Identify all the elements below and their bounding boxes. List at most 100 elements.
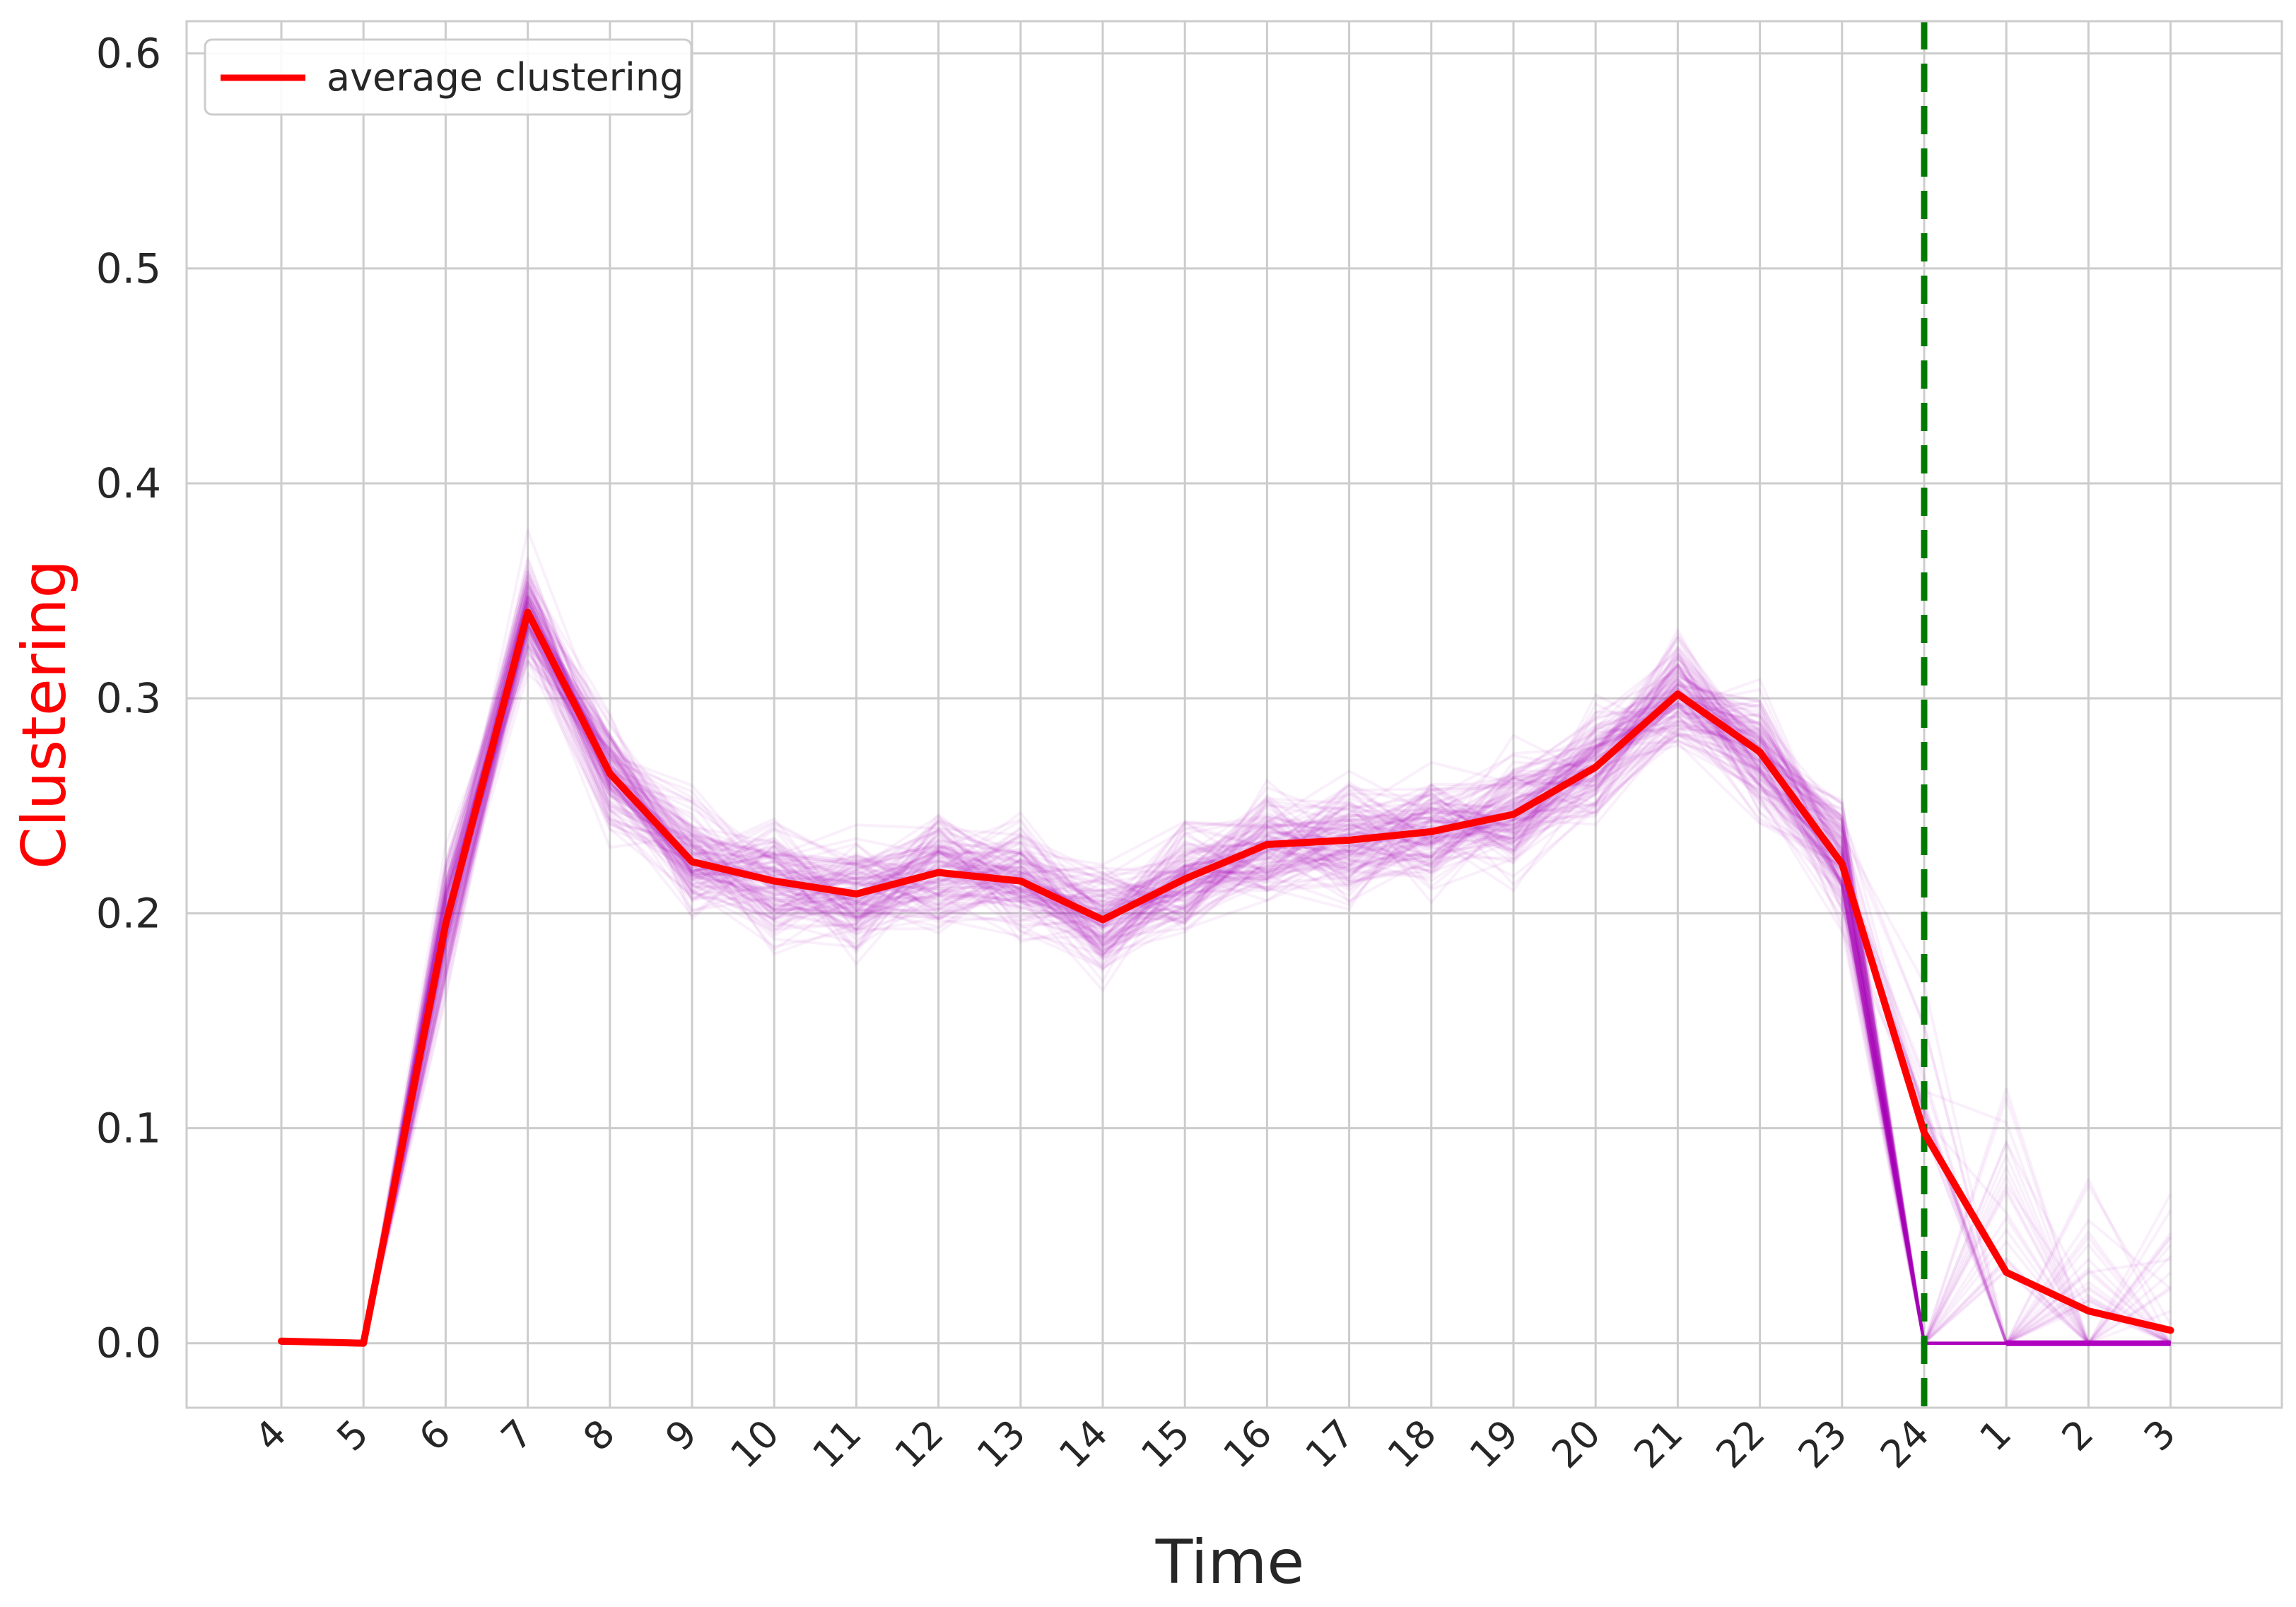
x-tick-label: 7 xyxy=(493,1411,541,1460)
x-tick-label: 24 xyxy=(1872,1411,1938,1477)
ensemble-line xyxy=(281,614,2171,1345)
ensemble-line xyxy=(281,645,2171,1345)
ensemble-line xyxy=(281,613,2171,1345)
x-tick-label: 13 xyxy=(968,1411,1034,1477)
x-axis-label: Time xyxy=(1155,1527,1304,1598)
ensemble-line xyxy=(281,615,2171,1345)
x-tick-label: 20 xyxy=(1543,1411,1609,1477)
ensemble-line xyxy=(281,609,2171,1345)
ensemble-line xyxy=(281,623,2171,1345)
x-tick-labels: 4 5 6 7 8 9 10 11 12 13 14 15 16 17 18 19 20 21 22 23 24 1 2 3 xyxy=(246,1411,2184,1477)
ensemble-line xyxy=(281,613,2171,1345)
ensemble-line xyxy=(281,630,2171,1345)
x-tick-label: 21 xyxy=(1625,1411,1691,1477)
series-point xyxy=(2005,1271,2008,1273)
series-line-average-clustering xyxy=(278,608,2174,1347)
ensemble-line xyxy=(281,617,2171,1345)
legend: average clustering xyxy=(204,38,693,116)
series-point xyxy=(527,611,529,613)
ensemble-line xyxy=(281,603,2171,1345)
ensemble-line xyxy=(281,611,2171,1345)
ensemble-line xyxy=(281,614,2172,1345)
ensemble-line xyxy=(281,600,2171,1345)
x-tick-label: 22 xyxy=(1708,1411,1774,1477)
ensemble-line xyxy=(281,594,2171,1345)
series-point xyxy=(1266,844,1268,846)
series-point xyxy=(1184,878,1186,880)
x-tick-label: 8 xyxy=(575,1411,623,1460)
ensemble-line xyxy=(281,582,2172,1345)
legend-label-average-clustering: average clustering xyxy=(327,55,684,100)
ensemble-line xyxy=(281,625,2171,1345)
series-point xyxy=(1513,813,1514,816)
series-point xyxy=(2087,1310,2090,1312)
ensemble-line xyxy=(281,588,2171,1345)
ensemble-line xyxy=(281,645,2171,1345)
ensemble-line xyxy=(281,601,2171,1345)
series-point xyxy=(1923,1131,1925,1134)
series-point xyxy=(445,923,447,925)
x-tick-label: 18 xyxy=(1379,1411,1445,1477)
x-tick-label: 14 xyxy=(1050,1411,1116,1477)
series-point xyxy=(937,871,939,873)
ensemble-line xyxy=(281,570,2171,1345)
ensemble-line xyxy=(281,633,2171,1345)
ensemble-line xyxy=(281,624,2172,1345)
ensemble-line xyxy=(281,608,2171,1345)
ensemble-line xyxy=(281,600,2171,1345)
ensemble-line xyxy=(281,659,2171,1345)
x-tick-label: 11 xyxy=(804,1411,869,1477)
ensemble-line xyxy=(281,612,2172,1345)
ensemble-line xyxy=(281,658,2171,1345)
ensemble-line xyxy=(281,599,2171,1345)
ensemble-line xyxy=(281,631,2172,1345)
ensemble-line xyxy=(281,599,2172,1345)
series-point xyxy=(1102,919,1103,921)
plot-frame xyxy=(185,20,2283,1409)
series-point xyxy=(855,893,857,895)
ensemble-line xyxy=(281,633,2171,1345)
ensemble-line xyxy=(281,642,2171,1345)
y-tick-label: 0.1 xyxy=(96,1105,161,1153)
x-tick-label: 10 xyxy=(722,1411,787,1477)
plot-background xyxy=(187,21,2282,1408)
series-point xyxy=(609,772,611,775)
ensemble-line xyxy=(281,618,2171,1345)
ensemble-line xyxy=(281,585,2171,1345)
ensemble-line xyxy=(281,618,2171,1345)
y-axis-label: Clustering xyxy=(9,560,80,869)
grid xyxy=(187,21,2282,1408)
x-tick-label: 1 xyxy=(1971,1411,2020,1460)
ensemble-line xyxy=(281,625,2171,1345)
x-tick-label: 3 xyxy=(2136,1411,2184,1460)
ensemble-line xyxy=(281,630,2171,1345)
ensemble-line xyxy=(281,621,2172,1345)
series-point xyxy=(1759,751,1761,753)
y-tick-label: 0.5 xyxy=(96,245,161,293)
legend-box xyxy=(204,38,693,116)
ensemble-line xyxy=(281,595,2171,1345)
ensemble-line xyxy=(281,601,2171,1345)
ensemble-line xyxy=(281,616,2172,1345)
y-tick-label: 0.6 xyxy=(96,30,161,78)
ensemble-line xyxy=(281,594,2172,1345)
ensemble-line xyxy=(281,601,2171,1345)
series-point xyxy=(1677,693,1679,695)
ensemble-line xyxy=(281,570,2171,1345)
x-tick-label: 23 xyxy=(1790,1411,1856,1477)
ensemble-line xyxy=(281,612,2171,1345)
x-tick-label: 15 xyxy=(1132,1411,1198,1477)
x-tick-label: 19 xyxy=(1461,1411,1527,1477)
x-tick-label: 6 xyxy=(411,1411,459,1460)
ensemble-line xyxy=(281,643,2171,1345)
ensemble-line xyxy=(281,642,2171,1345)
series-point xyxy=(691,861,693,863)
ensemble-line xyxy=(281,652,2171,1345)
series-layer xyxy=(278,608,2174,1347)
ensemble-line xyxy=(281,644,2171,1345)
ensemble-line xyxy=(281,606,2171,1345)
series-point xyxy=(363,1342,365,1344)
series-point xyxy=(281,1340,282,1342)
y-tick-label: 0.0 xyxy=(96,1319,161,1367)
